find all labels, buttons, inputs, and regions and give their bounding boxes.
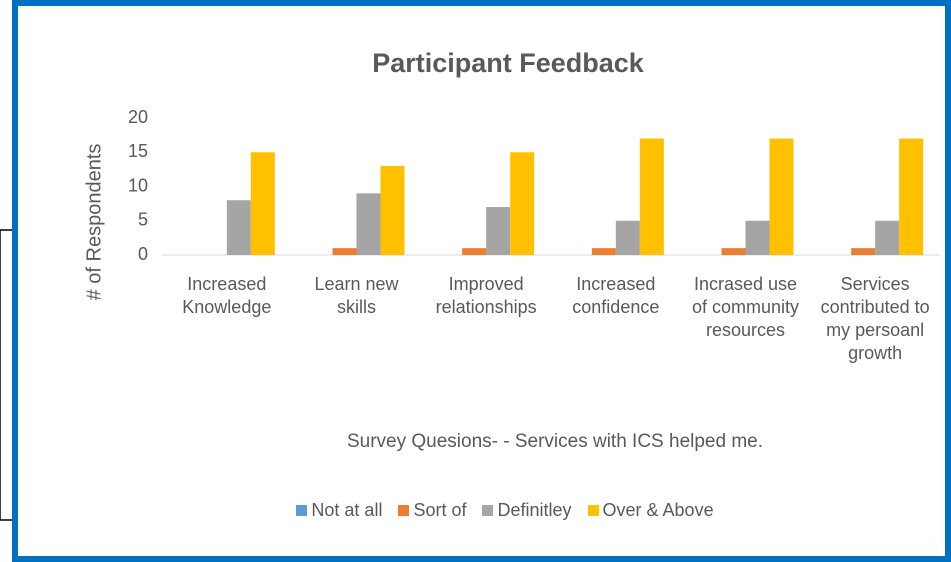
y-tick-label: 10 — [128, 175, 148, 195]
x-tick-label: Increased Knowledge — [182, 274, 272, 317]
bar — [899, 138, 924, 255]
legend-item: Not at all — [296, 500, 382, 521]
bar — [226, 200, 251, 255]
bar — [851, 248, 876, 255]
x-tick-label: Improved relationships — [435, 274, 537, 317]
bar — [462, 248, 487, 255]
legend: Not at all Sort of Definitley Over & Above — [0, 500, 951, 521]
bar — [721, 248, 746, 255]
bar — [769, 138, 794, 255]
x-tick-label: Incrased use of community resources — [691, 274, 800, 340]
bar — [332, 248, 357, 255]
x-tick-label: Learn new skills — [314, 274, 399, 317]
legend-item: Definitley — [482, 500, 572, 521]
legend-item: Sort of — [398, 500, 466, 521]
y-axis-label: # of Respondents — [83, 144, 105, 301]
legend-swatch — [398, 505, 410, 516]
bar — [875, 220, 900, 255]
bar — [486, 207, 511, 255]
bar — [380, 165, 405, 255]
bar — [639, 138, 664, 255]
bar — [745, 220, 770, 255]
x-axis-label: Survey Quesions- - Services with ICS hel… — [347, 431, 763, 452]
legend-swatch — [482, 505, 494, 516]
bar — [356, 193, 381, 255]
bar — [615, 220, 640, 255]
legend-label: Sort of — [413, 500, 467, 520]
bar — [510, 152, 535, 255]
x-tick-label: Increased confidence — [572, 274, 660, 317]
legend-label: Over & Above — [602, 500, 714, 520]
y-tick-label: 15 — [128, 141, 148, 161]
legend-swatch — [587, 505, 599, 516]
y-tick-label: 20 — [128, 107, 148, 127]
y-tick-label: 0 — [138, 244, 148, 264]
bar — [591, 248, 616, 255]
x-tick-label: Services contributed to my persoanl grow… — [820, 274, 930, 363]
legend-label: Definitley — [497, 500, 572, 520]
frame — [12, 0, 951, 562]
legend-item: Over & Above — [587, 500, 714, 521]
legend-label: Not at all — [311, 500, 383, 520]
y-tick-label: 5 — [138, 210, 148, 230]
bar — [250, 152, 275, 255]
legend-swatch — [296, 505, 308, 516]
chart-title: Participant Feedback — [372, 48, 645, 78]
background-box — [0, 229, 15, 521]
